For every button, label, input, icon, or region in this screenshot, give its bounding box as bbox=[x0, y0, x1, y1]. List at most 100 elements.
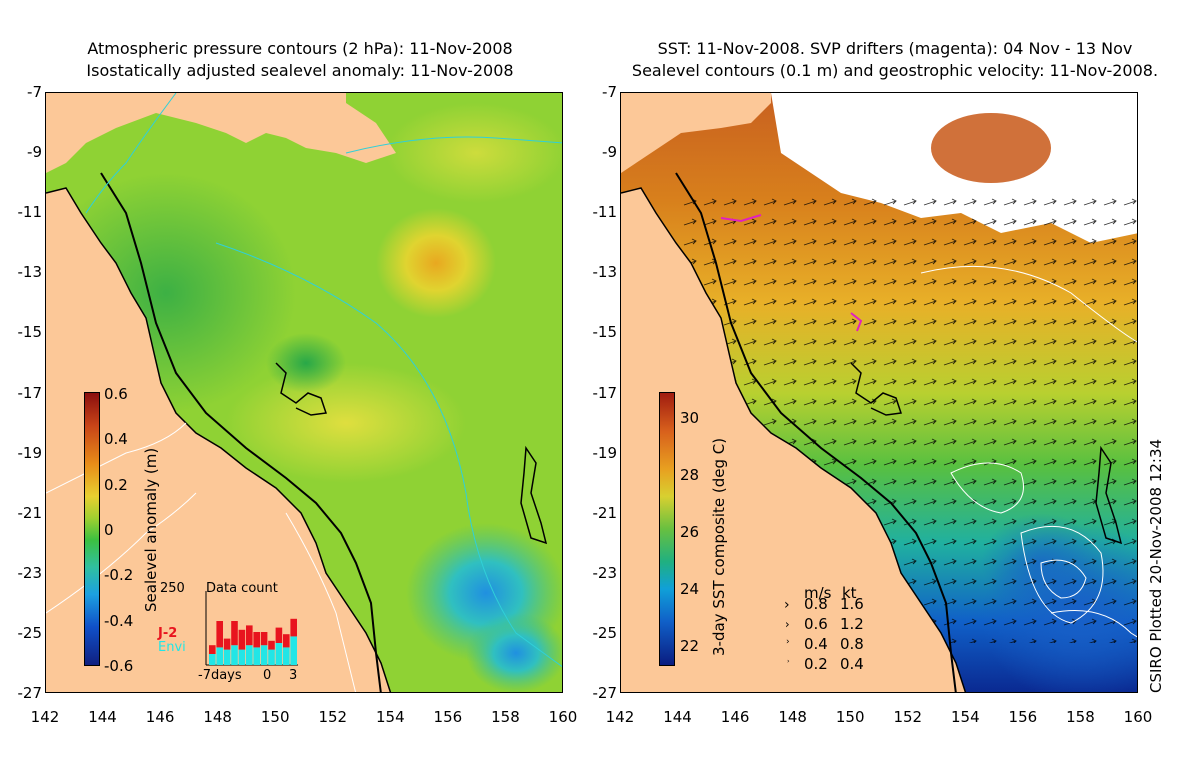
envi-count-bar bbox=[223, 649, 231, 665]
sealevel-colorbar bbox=[84, 392, 100, 666]
longitude-label: 156 bbox=[1008, 708, 1038, 726]
sealevel-contour bbox=[1020, 525, 1104, 624]
colorbar-tick-label: 0.4 bbox=[104, 430, 128, 449]
right-panel-title: SST: 11-Nov-2008. SVP drifters (magenta)… bbox=[600, 38, 1190, 82]
papua-new-guinea-land bbox=[46, 93, 396, 173]
latitude-label: -15 bbox=[592, 323, 618, 342]
envi-count-bar bbox=[231, 645, 238, 665]
reef-outline-east bbox=[520, 445, 548, 545]
longitude-label: 148 bbox=[778, 708, 807, 726]
longitude-label: 152 bbox=[893, 708, 923, 726]
latitude-label: -7 bbox=[602, 83, 617, 101]
envi-count-bar bbox=[216, 647, 223, 665]
sealevel-contour bbox=[46, 492, 197, 614]
longitude-label: 154 bbox=[376, 708, 405, 726]
envi-count-bar bbox=[283, 647, 290, 665]
longitude-label: 144 bbox=[663, 708, 692, 726]
latitude-label: -7 bbox=[27, 83, 42, 101]
colorbar-tick-label: 26 bbox=[680, 523, 700, 542]
longitude-label: 148 bbox=[203, 708, 232, 726]
longitude-label: 158 bbox=[1066, 708, 1095, 726]
velocity-kt-value: 0.8 bbox=[840, 635, 864, 653]
colorbar-tick-label: 0.6 bbox=[104, 385, 128, 403]
sealevel-contour bbox=[1050, 610, 1137, 638]
colorbar-tick-label: -0.4 bbox=[104, 611, 134, 630]
colorbar-tick-label: -0.2 bbox=[104, 566, 134, 585]
reef-outline bbox=[850, 362, 902, 416]
colorbar-tick-label: 30 bbox=[680, 409, 700, 427]
sst-colorbar bbox=[659, 392, 675, 666]
data-count-inset bbox=[205, 591, 298, 666]
velocity-kt-value: 0.4 bbox=[840, 655, 864, 673]
velocity-kt-value: 1.2 bbox=[840, 615, 864, 633]
velocity-ms-value: 0.4 bbox=[804, 635, 828, 653]
velocity-legend-header-kt: kt bbox=[842, 584, 857, 602]
inset-ymax-label: 250 bbox=[160, 581, 185, 596]
latitude-label: -11 bbox=[592, 203, 618, 222]
positive-anomaly-zone bbox=[226, 363, 466, 483]
latitude-label: -21 bbox=[592, 503, 618, 522]
colorbar-tick-label: 24 bbox=[680, 580, 700, 599]
colorbar-tick-label: -0.6 bbox=[104, 657, 134, 675]
pressure-contour bbox=[345, 136, 562, 154]
latitude-label: -17 bbox=[17, 383, 43, 402]
latitude-label: -9 bbox=[27, 143, 42, 162]
velocity-arrow-icon: › bbox=[786, 637, 790, 647]
envi-count-bar bbox=[268, 649, 275, 665]
envi-count-bar bbox=[238, 649, 246, 665]
velocity-arrow-icon: › bbox=[787, 657, 790, 665]
envi-count-bar bbox=[275, 643, 283, 665]
colorbar-tick-label: 22 bbox=[680, 637, 700, 656]
papua-new-guinea-land bbox=[621, 93, 771, 173]
svp-drifter-track bbox=[720, 214, 762, 223]
latitude-label: -19 bbox=[17, 443, 43, 462]
j2-count-bar bbox=[253, 632, 260, 648]
j2-count-bar bbox=[260, 632, 268, 646]
sealevel-contour bbox=[920, 265, 1137, 343]
sst-colorbar-label: 3-day SST composite (deg C) bbox=[710, 437, 728, 656]
latitude-label: -21 bbox=[17, 503, 43, 522]
pressure-contour bbox=[85, 93, 177, 214]
latitude-label: -15 bbox=[17, 323, 43, 342]
latitude-label: -13 bbox=[17, 263, 43, 282]
longitude-label: 154 bbox=[951, 708, 980, 726]
warm-patch-cloud-gap bbox=[931, 113, 1051, 183]
inset-x-label-end: 3 bbox=[289, 668, 298, 683]
shelf-contour bbox=[100, 172, 382, 692]
colorbar-tick-label: 0.2 bbox=[104, 475, 128, 494]
envi-count-bar bbox=[260, 645, 268, 665]
shelf-contour bbox=[675, 172, 957, 692]
longitude-label: 146 bbox=[145, 708, 175, 726]
inset-title: Data count bbox=[206, 581, 278, 596]
velocity-ms-value: 0.6 bbox=[804, 615, 828, 633]
envi-count-bar bbox=[290, 636, 297, 665]
j2-count-bar bbox=[275, 627, 283, 643]
left-title-line1: Atmospheric pressure contours (2 hPa): 1… bbox=[87, 39, 513, 58]
left-title-line2: Isostatically adjusted sealevel anomaly:… bbox=[86, 61, 514, 80]
pressure-contour bbox=[215, 242, 562, 668]
latitude-label: -13 bbox=[592, 263, 618, 282]
velocity-ms-value: 0.8 bbox=[804, 595, 828, 613]
australia-coastline bbox=[621, 187, 967, 692]
svp-drifter-track bbox=[850, 312, 863, 332]
longitude-label: 150 bbox=[835, 708, 865, 726]
longitude-label: 152 bbox=[318, 708, 348, 726]
latitude-label: -27 bbox=[17, 684, 43, 702]
right-title-line1: SST: 11-Nov-2008. SVP drifters (magenta)… bbox=[657, 39, 1133, 58]
longitude-label: 160 bbox=[548, 708, 578, 726]
longitude-label: 150 bbox=[260, 708, 290, 726]
negative-anomaly-eddy bbox=[266, 333, 346, 393]
positive-anomaly-eddy bbox=[376, 208, 496, 318]
colorbar-tick-label: 0 bbox=[104, 521, 114, 539]
velocity-arrow-icon: › bbox=[784, 597, 790, 613]
velocity-arrow-icon: › bbox=[785, 617, 790, 631]
sealevel-contour bbox=[1040, 559, 1087, 599]
left-panel-title: Atmospheric pressure contours (2 hPa): 1… bbox=[40, 38, 560, 82]
velocity-legend-header-ms: m/s bbox=[804, 584, 832, 602]
longitude-label: 156 bbox=[433, 708, 463, 726]
longitude-label: 142 bbox=[605, 708, 635, 726]
longitude-label: 158 bbox=[491, 708, 520, 726]
sealevel-colorbar-label: Sealevel anomaly (m) bbox=[142, 447, 160, 612]
latitude-label: -17 bbox=[592, 383, 618, 402]
sealevel-contour bbox=[950, 462, 1024, 514]
